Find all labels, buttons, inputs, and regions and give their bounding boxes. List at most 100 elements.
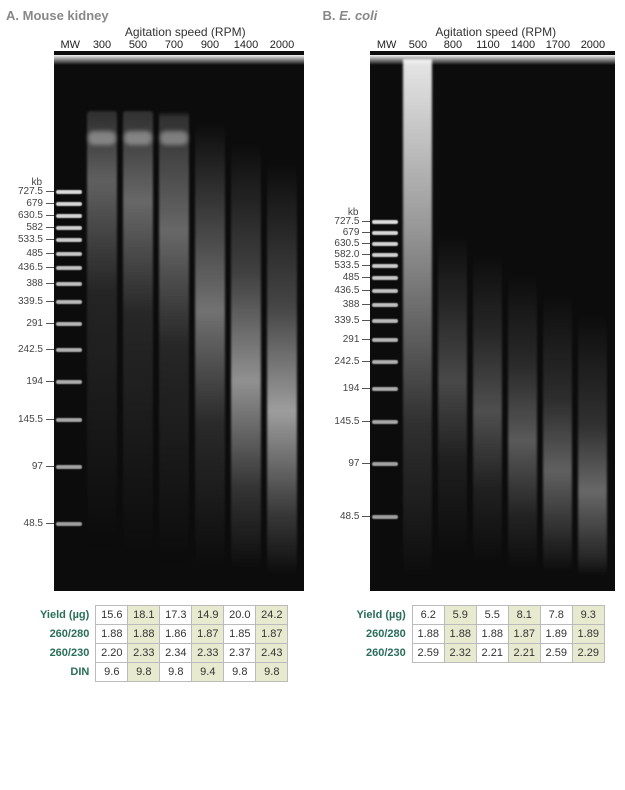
metric-cell: 9.8	[256, 663, 288, 682]
mw-value: 48.5	[340, 511, 359, 522]
panel-b-gel-image	[370, 51, 615, 591]
mw-tick-icon	[46, 215, 54, 216]
sample-lane	[505, 51, 540, 591]
panel-b-title: B. E. coli	[322, 8, 619, 23]
mw-tick-row: 630.5	[334, 243, 370, 244]
metric-cell: 2.21	[476, 644, 508, 663]
mw-tick-row: 436.5	[334, 290, 370, 291]
mw-value: 97	[348, 458, 359, 469]
mw-value: 388	[26, 278, 43, 289]
metric-row: Yield (µg)15.618.117.314.920.024.2	[36, 606, 288, 625]
panel-a-mw-labels: kb727.5679630.5582533.5485436.5388339.52…	[6, 51, 54, 591]
mw-value: 339.5	[334, 315, 359, 326]
mw-tick-icon	[362, 221, 370, 222]
mw-value: 194	[26, 376, 43, 387]
metric-cell: 1.85	[224, 625, 256, 644]
ladder-band	[372, 420, 398, 424]
mw-value: 388	[343, 299, 360, 310]
mw-value: 727.5	[18, 186, 43, 197]
metric-cell: 9.8	[160, 663, 192, 682]
mw-tick-icon	[362, 388, 370, 389]
panel-b-name: E. coli	[339, 8, 377, 23]
hmw-band	[88, 131, 116, 145]
mw-tick-row: 388	[343, 304, 371, 305]
metric-row: Yield (µg)6.25.95.58.17.89.3	[352, 606, 604, 625]
mw-tick-icon	[46, 419, 54, 420]
ladder-band	[372, 303, 398, 307]
mw-tick-row: 145.5	[334, 421, 370, 422]
mw-tick-row: 194	[343, 388, 371, 389]
mw-tick-icon	[46, 466, 54, 467]
dna-smear	[578, 311, 607, 576]
metric-cell: 2.59	[540, 644, 572, 663]
mw-value: 339.5	[18, 296, 43, 307]
mw-tick-row: 582	[26, 227, 54, 228]
ladder-band	[56, 522, 82, 526]
mw-tick-row: 679	[343, 232, 371, 233]
mw-tick-row: 194	[26, 381, 54, 382]
ladder-band	[372, 276, 398, 280]
mw-tick-icon	[362, 421, 370, 422]
metric-label: Yield (µg)	[352, 606, 412, 625]
panel-b-axis-title: Agitation speed (RPM)	[372, 25, 619, 39]
ladder-band	[56, 348, 82, 352]
mw-tick-row: 727.5	[18, 191, 54, 192]
lane-header: 1400	[505, 39, 540, 51]
sample-lane	[84, 51, 120, 591]
mw-value: 145.5	[334, 416, 359, 427]
metric-row: 260/2302.592.322.212.212.592.29	[352, 644, 604, 663]
mw-tick-icon	[362, 361, 370, 362]
mw-tick-icon	[46, 301, 54, 302]
ladder-lane	[54, 51, 84, 591]
dna-smear	[508, 271, 537, 571]
panel-a-metrics: Yield (µg)15.618.117.314.920.024.2260/28…	[36, 605, 314, 682]
mw-value: 727.5	[334, 216, 359, 227]
metric-cell: 9.4	[192, 663, 224, 682]
mw-value: 145.5	[18, 414, 43, 425]
mw-tick-icon	[46, 323, 54, 324]
panel-a-gel-area: kb727.5679630.5582533.5485436.5388339.52…	[6, 51, 314, 591]
metric-cell: 1.88	[444, 625, 476, 644]
dna-smear	[267, 161, 297, 576]
dna-smear	[438, 231, 467, 561]
mw-tick-row: 533.5	[18, 239, 54, 240]
metric-label: 260/280	[352, 625, 412, 644]
mw-tick-row: 630.5	[18, 215, 54, 216]
ladder-band	[56, 202, 82, 206]
mw-tick-icon	[46, 239, 54, 240]
sample-lane	[192, 51, 228, 591]
sample-lane	[264, 51, 300, 591]
metric-cell: 9.6	[96, 663, 128, 682]
mw-tick-icon	[46, 523, 54, 524]
panel-a-gel-image	[54, 51, 304, 591]
panel-b-metrics-table: Yield (µg)6.25.95.58.17.89.3260/2801.881…	[352, 605, 604, 663]
mw-tick-icon	[362, 232, 370, 233]
mw-header: MW	[322, 39, 400, 51]
metric-cell: 1.88	[96, 625, 128, 644]
metric-cell: 1.86	[160, 625, 192, 644]
panel-a-metrics-table: Yield (µg)15.618.117.314.920.024.2260/28…	[36, 605, 288, 682]
mw-value: 679	[343, 227, 360, 238]
ladder-band	[56, 465, 82, 469]
hmw-band	[124, 131, 152, 145]
mw-tick-row: 485	[26, 253, 54, 254]
mw-value: 436.5	[18, 262, 43, 273]
ladder-band	[56, 300, 82, 304]
metric-label: DIN	[36, 663, 96, 682]
metric-label: 260/280	[36, 625, 96, 644]
ladder-band	[372, 462, 398, 466]
mw-value: 582	[26, 222, 43, 233]
metric-row: 260/2302.202.332.342.332.372.43	[36, 644, 288, 663]
metric-cell: 2.33	[128, 644, 160, 663]
mw-tick-icon	[362, 243, 370, 244]
sample-lane	[120, 51, 156, 591]
metric-cell: 2.59	[412, 644, 444, 663]
panel-b-gel-area: kb727.5679630.5582.0533.5485436.5388339.…	[322, 51, 619, 591]
metric-cell: 1.87	[192, 625, 224, 644]
mw-tick-row: 339.5	[334, 320, 370, 321]
metric-cell: 1.88	[476, 625, 508, 644]
mw-value: 582.0	[334, 249, 359, 260]
lane-header: 1400	[228, 39, 264, 51]
mw-tick-row: 97	[32, 466, 54, 467]
metric-cell: 1.89	[540, 625, 572, 644]
